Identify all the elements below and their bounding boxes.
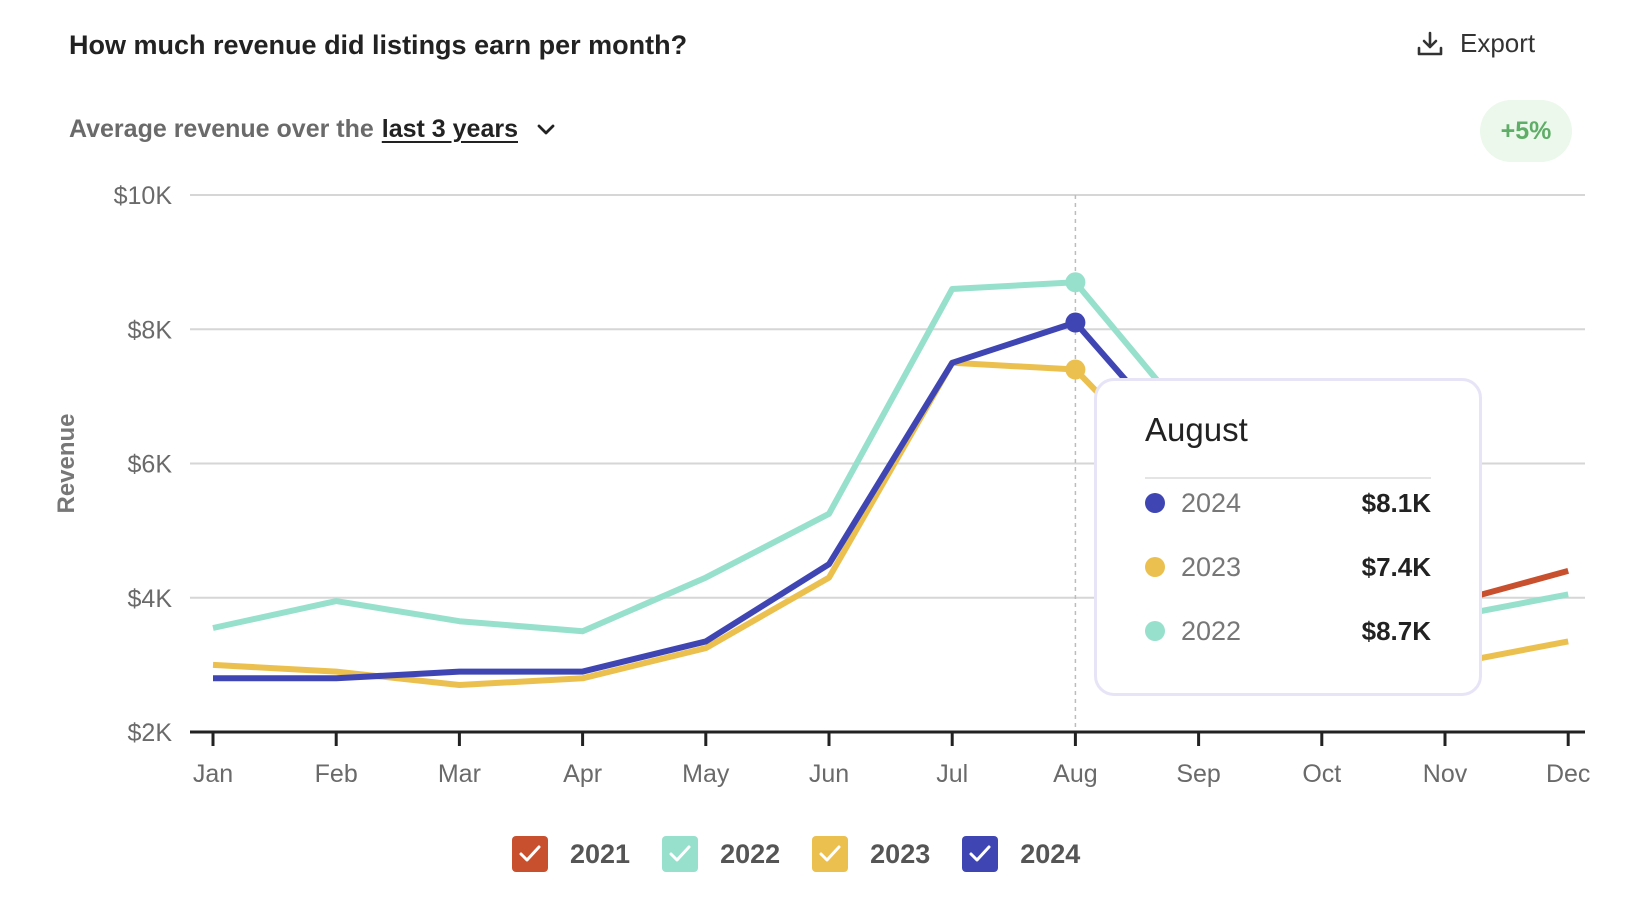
tooltip-row-2022: 2022 $8.7K bbox=[1145, 611, 1431, 651]
y-axis-title: Revenue bbox=[53, 413, 80, 513]
export-button[interactable]: Export bbox=[1416, 28, 1535, 59]
legend-item-2024[interactable]: 2024 bbox=[962, 836, 1080, 872]
legend-item-2023[interactable]: 2023 bbox=[812, 836, 930, 872]
x-tick-label: Jan bbox=[193, 760, 233, 788]
legend-label: 2021 bbox=[570, 838, 631, 869]
tooltip-value: $8.7K bbox=[1361, 615, 1431, 646]
tooltip-row-2023: 2023 $7.4K bbox=[1145, 547, 1431, 587]
chevron-down-icon[interactable] bbox=[536, 115, 556, 144]
tooltip-year: 2024 bbox=[1181, 487, 1242, 518]
change-badge: +5% bbox=[1480, 100, 1572, 162]
tooltip-value: $8.1K bbox=[1361, 487, 1431, 518]
y-tick-label: $10K bbox=[114, 182, 173, 210]
x-tick-label: Jun bbox=[809, 760, 849, 788]
data-point-2022-aug bbox=[1065, 272, 1086, 293]
x-tick-label: Feb bbox=[315, 760, 358, 788]
chart-title: How much revenue did listings earn per m… bbox=[69, 30, 688, 60]
download-icon bbox=[1416, 30, 1444, 58]
x-tick-label: Dec bbox=[1546, 760, 1590, 788]
legend-label: 2023 bbox=[870, 838, 931, 869]
x-tick-label: Sep bbox=[1176, 760, 1220, 788]
period-selector[interactable]: last 3 years bbox=[381, 115, 518, 143]
y-tick-label: $2K bbox=[128, 719, 173, 747]
chart-legend: 2021 2022 2023 2024 bbox=[512, 836, 1112, 872]
x-tick-label: Jul bbox=[936, 760, 968, 788]
legend-item-2022[interactable]: 2022 bbox=[662, 836, 780, 872]
checkbox-icon[interactable] bbox=[512, 836, 548, 872]
x-tick-label: Oct bbox=[1302, 760, 1341, 788]
chart-subtitle: Average revenue over the last 3 years bbox=[69, 115, 556, 144]
data-point-2023-aug bbox=[1065, 359, 1086, 380]
series-dot-2024 bbox=[1145, 493, 1165, 513]
checkbox-icon[interactable] bbox=[962, 836, 999, 872]
tooltip-value: $7.4K bbox=[1361, 551, 1431, 582]
x-tick-label: Aug bbox=[1053, 760, 1097, 788]
tooltip-year: 2022 bbox=[1181, 615, 1242, 646]
checkbox-icon[interactable] bbox=[812, 836, 849, 872]
chart-tooltip: August 2024 $8.1K 2023 $7.4K 2022 $8.7K bbox=[1094, 378, 1482, 696]
x-tick-label: Nov bbox=[1423, 760, 1468, 788]
legend-label: 2024 bbox=[1020, 838, 1081, 869]
tooltip-row-2024: 2024 $8.1K bbox=[1145, 483, 1431, 523]
series-dot-2023 bbox=[1145, 557, 1165, 577]
subtitle-prefix: Average revenue over the bbox=[69, 115, 374, 143]
legend-item-2021[interactable]: 2021 bbox=[512, 836, 630, 872]
y-tick-label: $6K bbox=[128, 451, 173, 479]
x-tick-label: Apr bbox=[563, 760, 602, 788]
y-tick-label: $4K bbox=[128, 585, 173, 613]
checkbox-icon[interactable] bbox=[662, 836, 699, 872]
data-point-2024-aug bbox=[1065, 312, 1086, 333]
tooltip-title: August bbox=[1145, 411, 1248, 448]
y-tick-label: $8K bbox=[128, 316, 173, 344]
x-tick-label: Mar bbox=[438, 760, 481, 788]
series-dot-2022 bbox=[1145, 621, 1165, 641]
x-tick-label: May bbox=[682, 760, 730, 788]
export-label: Export bbox=[1460, 28, 1536, 58]
legend-label: 2022 bbox=[720, 838, 781, 869]
tooltip-year: 2023 bbox=[1181, 551, 1242, 582]
tooltip-divider bbox=[1145, 477, 1431, 479]
